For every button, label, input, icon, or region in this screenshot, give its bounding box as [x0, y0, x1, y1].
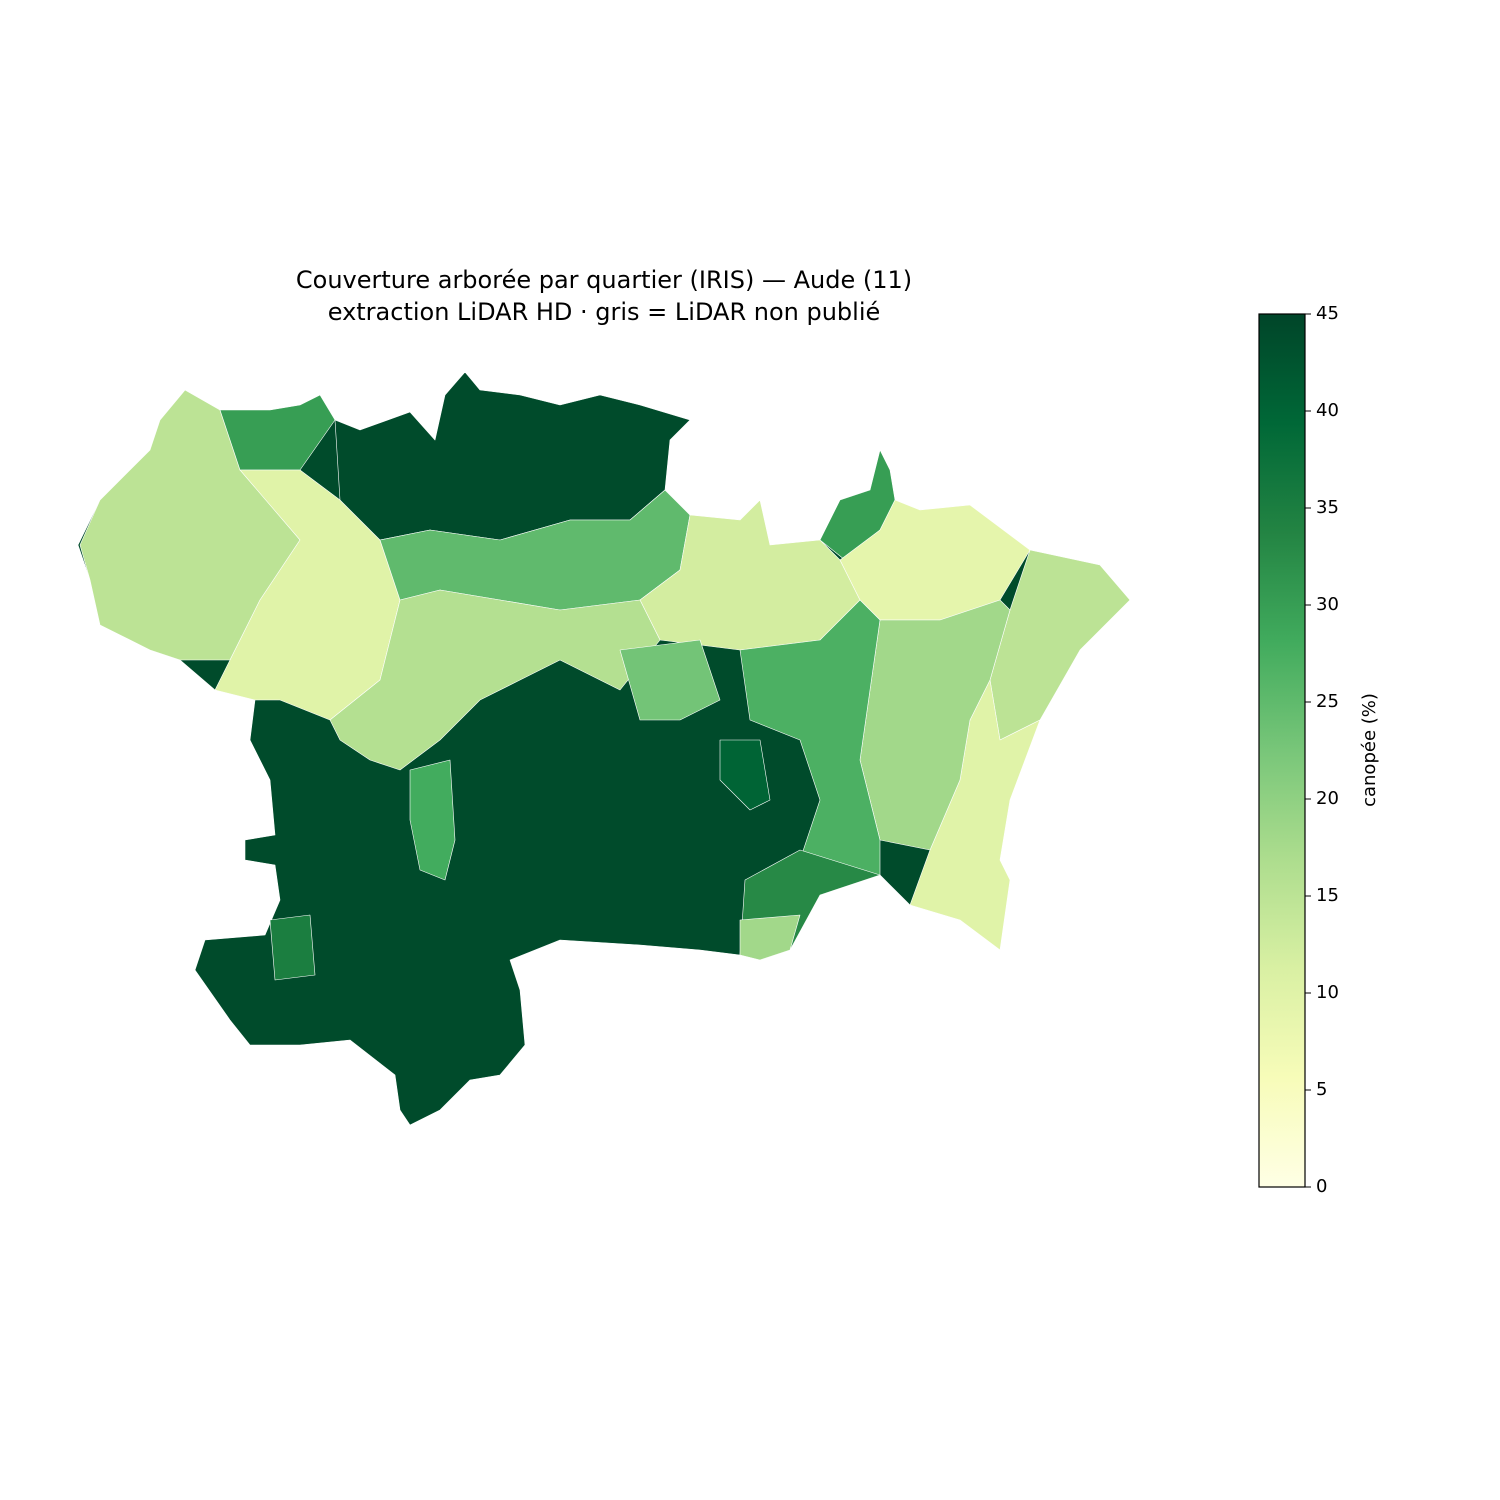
region: [269, 914, 316, 981]
colorbar-tick-label: 35: [1316, 497, 1339, 518]
colorbar-tick-label: 15: [1316, 885, 1339, 906]
colorbar-gradient: [1258, 313, 1306, 1188]
colorbar-label: canopée (%): [1359, 693, 1380, 807]
map-subtitle: extraction LiDAR HD · gris = LiDAR non p…: [328, 298, 881, 326]
colorbar-tick-label: 10: [1316, 982, 1339, 1003]
map: [77, 371, 1131, 1126]
region: [409, 759, 456, 881]
colorbar: 0 5 10 15 20 25 30 35 40 45: [1258, 303, 1339, 1197]
colorbar-tick-label: 40: [1316, 400, 1339, 421]
colorbar-tick-label: 5: [1316, 1079, 1327, 1100]
colorbar-tick-label: 25: [1316, 691, 1339, 712]
colorbar-tick-label: 30: [1316, 594, 1339, 615]
colorbar-tick-label: 20: [1316, 788, 1339, 809]
colorbar-tick-label: 0: [1316, 1176, 1327, 1197]
colorbar-tick-label: 45: [1316, 303, 1339, 324]
map-title: Couverture arborée par quartier (IRIS) —…: [296, 266, 912, 294]
region: [619, 639, 721, 721]
region: [719, 739, 771, 811]
region: [329, 589, 661, 771]
region: [739, 914, 801, 961]
region: [739, 599, 881, 896]
